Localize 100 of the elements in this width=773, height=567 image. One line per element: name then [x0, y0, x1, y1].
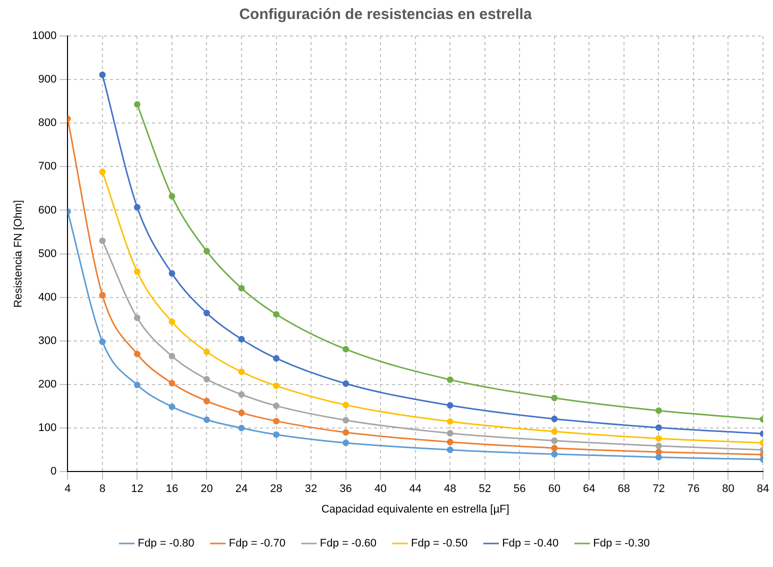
x-tick-label: 44 — [409, 483, 422, 496]
point — [168, 270, 176, 277]
point — [99, 72, 106, 78]
point — [273, 402, 280, 410]
point — [168, 193, 176, 200]
point — [273, 418, 280, 424]
point — [446, 418, 454, 425]
point — [551, 450, 558, 458]
point — [238, 284, 245, 292]
point — [446, 446, 454, 454]
point — [134, 350, 140, 358]
point — [655, 424, 662, 431]
x-tick-label: 28 — [270, 483, 282, 496]
point — [203, 416, 210, 424]
x-tick-label: 52 — [478, 483, 491, 496]
point — [134, 204, 140, 210]
x-axis-title: Capacidad equivalente en estrella [µF] — [321, 503, 510, 516]
point — [551, 416, 558, 422]
point — [99, 168, 106, 176]
y-tick-label: 900 — [38, 74, 57, 86]
y-tick-label: 100 — [38, 422, 57, 434]
point — [446, 430, 454, 437]
point — [238, 410, 245, 416]
legend-label: Fdp = -0.70 — [228, 538, 286, 550]
point — [238, 391, 245, 398]
point — [203, 248, 210, 254]
x-tick-label: 56 — [514, 483, 526, 496]
x-tick-label: 72 — [652, 483, 665, 496]
x-tick-label: 16 — [166, 483, 178, 496]
point — [551, 437, 558, 444]
point — [134, 101, 140, 108]
point — [342, 380, 350, 387]
y-tick-label: 200 — [38, 378, 57, 391]
point — [238, 424, 245, 432]
chart-title: Configuración de resistencias en estrella — [239, 6, 532, 24]
point — [168, 352, 176, 360]
y-tick-label: 400 — [38, 291, 57, 304]
y-tick-label: 1000 — [32, 30, 57, 42]
y-tick-label: 800 — [38, 117, 57, 130]
x-tick-label: 84 — [756, 483, 770, 496]
legend-label: Fdp = -0.50 — [411, 538, 468, 550]
point — [655, 448, 662, 456]
point — [99, 237, 106, 244]
x-tick-label: 60 — [548, 483, 561, 496]
x-tick-label: 64 — [583, 483, 596, 496]
point — [273, 355, 280, 362]
legend-label: Fdp = -0.40 — [502, 538, 559, 550]
x-tick-label: 8 — [99, 483, 106, 496]
point — [134, 314, 140, 322]
legend-label: Fdp = -0.80 — [138, 538, 194, 550]
legend-label: Fdp = -0.30 — [593, 538, 650, 550]
legend-label: Fdp = -0.60 — [320, 538, 377, 550]
point — [342, 429, 350, 436]
x-tick-label: 40 — [374, 483, 387, 496]
x-tick-label: 24 — [235, 483, 248, 496]
y-tick-label: 300 — [38, 334, 57, 347]
point — [203, 310, 210, 316]
point — [655, 435, 662, 442]
point — [655, 407, 662, 414]
point — [551, 428, 558, 435]
point — [203, 376, 210, 383]
point — [168, 380, 176, 386]
point — [99, 338, 106, 346]
x-tick-label: 68 — [618, 483, 630, 496]
x-tick-label: 48 — [444, 483, 456, 496]
point — [168, 318, 176, 326]
point — [273, 431, 280, 438]
x-tick-label: 76 — [687, 483, 700, 496]
point — [551, 394, 558, 402]
point — [203, 398, 210, 404]
point — [551, 444, 558, 452]
x-tick-label: 32 — [304, 483, 318, 496]
y-tick-label: 700 — [38, 160, 57, 173]
x-tick-label: 20 — [200, 483, 213, 496]
point — [168, 403, 176, 410]
point — [446, 402, 454, 409]
point — [134, 382, 140, 388]
point — [446, 438, 454, 446]
y-tick-label: 0 — [50, 466, 57, 478]
point — [273, 382, 280, 390]
point — [342, 346, 350, 352]
point — [99, 292, 106, 298]
y-tick-label: 600 — [38, 204, 57, 216]
point — [342, 416, 350, 424]
x-tick-label: 4 — [64, 483, 71, 496]
x-tick-label: 80 — [722, 483, 734, 496]
point — [655, 454, 662, 460]
point — [273, 311, 280, 318]
point — [342, 440, 350, 446]
x-tick-label: 36 — [340, 483, 352, 496]
x-tick-label: 12 — [131, 483, 144, 496]
y-axis-title: Resistencia FN [Ohm] — [12, 200, 25, 308]
point — [342, 402, 350, 408]
point — [238, 368, 245, 376]
point — [134, 268, 140, 275]
point — [655, 442, 662, 450]
point — [203, 348, 210, 356]
point — [238, 336, 245, 342]
point — [446, 376, 454, 383]
y-tick-label: 500 — [38, 248, 57, 260]
